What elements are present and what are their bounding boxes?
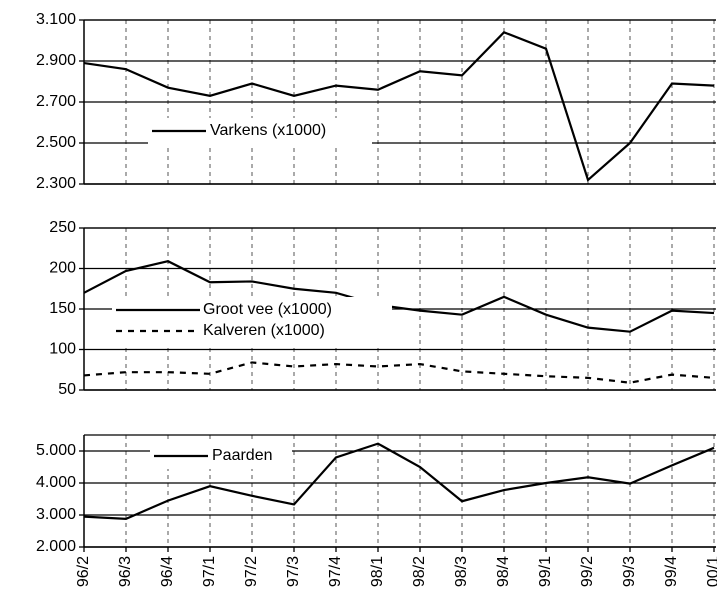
x-tick-label: 99/3 xyxy=(621,556,638,587)
y-tick-label: 5.000 xyxy=(36,442,76,459)
y-tick-label: 250 xyxy=(49,219,76,236)
x-tick-label: 99/1 xyxy=(537,556,554,587)
line-series xyxy=(83,442,715,520)
x-tick-label: 98/3 xyxy=(453,556,470,587)
x-tick-label: 97/4 xyxy=(327,556,344,587)
x-tick-label: 98/4 xyxy=(495,556,512,587)
legend-box xyxy=(112,297,392,345)
y-tick-label: 100 xyxy=(49,341,76,358)
x-tick-label: 99/2 xyxy=(579,556,596,587)
y-tick-label: 2.300 xyxy=(36,175,76,192)
x-tick-label: 96/3 xyxy=(117,556,134,587)
y-tick-label: 2.500 xyxy=(36,134,76,151)
x-tick-label: 98/2 xyxy=(411,556,428,587)
line-series xyxy=(83,260,715,333)
x-tick-label: 97/1 xyxy=(201,556,218,587)
legend-label: Paarden xyxy=(212,447,273,464)
y-tick-label: 2.900 xyxy=(36,52,76,69)
y-tick-label: 3.100 xyxy=(36,11,76,28)
x-tick-label: 98/1 xyxy=(369,556,386,587)
x-tick-label: 00/1 xyxy=(705,556,717,587)
y-tick-label: 2.000 xyxy=(36,538,76,555)
x-tick-label: 97/3 xyxy=(285,556,302,587)
legend-label: Kalveren (x1000) xyxy=(203,322,325,339)
y-tick-label: 3.000 xyxy=(36,506,76,523)
y-tick-label: 2.700 xyxy=(36,93,76,110)
y-tick-label: 50 xyxy=(58,381,76,398)
line-series xyxy=(83,31,715,182)
line-series xyxy=(83,361,715,384)
x-tick-label: 97/2 xyxy=(243,556,260,587)
legend-label: Varkens (x1000) xyxy=(210,122,326,139)
y-tick-label: 4.000 xyxy=(36,474,76,491)
x-tick-label: 96/4 xyxy=(159,556,176,587)
y-tick-label: 200 xyxy=(49,260,76,277)
x-tick-label: 99/4 xyxy=(663,556,680,587)
x-tick-label: 96/2 xyxy=(75,556,92,587)
y-tick-label: 150 xyxy=(49,300,76,317)
legend-label: Groot vee (x1000) xyxy=(203,301,332,318)
